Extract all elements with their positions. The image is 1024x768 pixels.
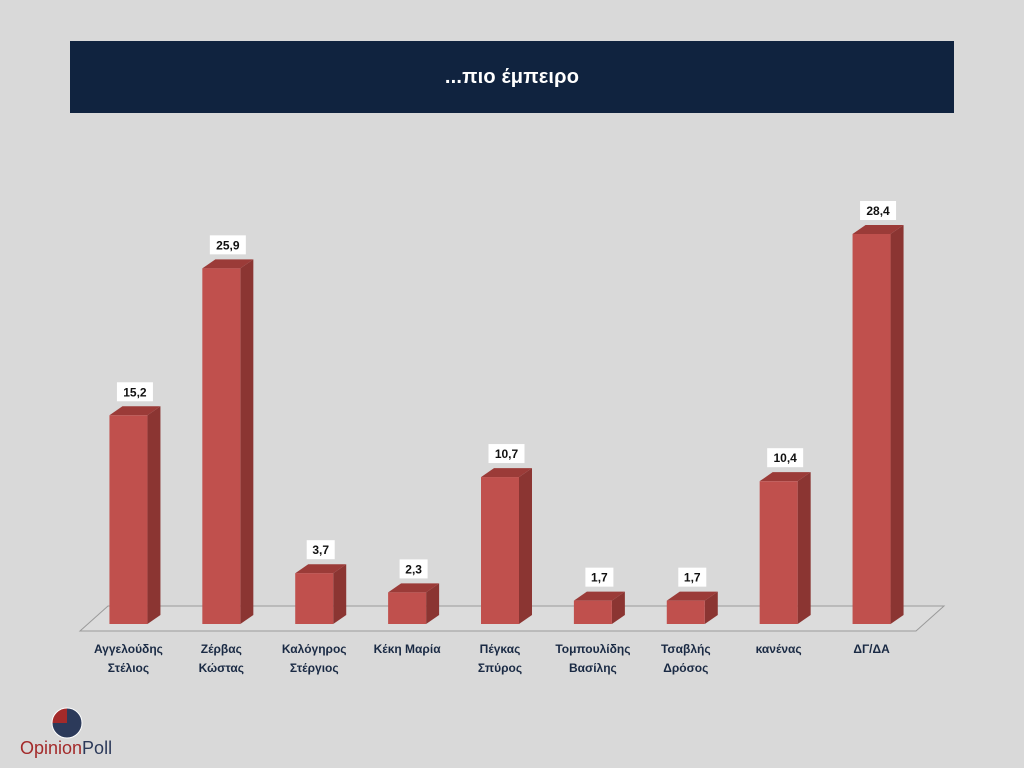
bar-top xyxy=(109,406,161,416)
bar-side xyxy=(333,564,347,624)
category-label: Τομπουλίδης Βασίλης xyxy=(555,642,630,675)
bar-top xyxy=(481,468,532,478)
bars xyxy=(109,225,904,624)
category-labels: Αγγελούδης Στέλιος Ζέρβας Κώστας Καλόγηρος Στ… xyxy=(94,642,890,675)
bar-side xyxy=(890,225,904,624)
bar-chart: 15,2 25,9 3,7 2,3 10,7 1,7 1,7 10,4 28,4 Αγγελού… xyxy=(78,201,946,675)
bar-front xyxy=(759,481,798,624)
bar-side xyxy=(611,591,625,624)
value-label-text: 15,2 xyxy=(123,385,147,399)
bar xyxy=(202,259,254,624)
bar-front xyxy=(573,600,612,624)
value-label-box xyxy=(209,235,246,255)
bar xyxy=(109,406,161,624)
value-label-box xyxy=(116,382,153,402)
value-label-box xyxy=(585,567,614,587)
value-label-text: 3,7 xyxy=(312,543,329,557)
category-label: Ζέρβας Κώστας xyxy=(199,642,244,675)
value-label: 1,7 xyxy=(585,567,614,587)
bar-top xyxy=(295,564,347,574)
bar-top xyxy=(852,225,904,234)
value-label-box xyxy=(488,444,525,464)
bar-side xyxy=(797,472,811,624)
category-label: Κέκη Μαρία xyxy=(374,642,442,656)
value-label-box xyxy=(399,559,428,579)
bar-side xyxy=(147,406,161,624)
opinionpoll-logo: OpinionPoll xyxy=(20,706,130,762)
bar-top xyxy=(759,472,811,482)
category-label: Καλόγηρος Στέργιος xyxy=(282,642,347,675)
logo-text: OpinionPoll xyxy=(20,738,112,759)
bar-front xyxy=(109,415,148,624)
value-labels: 15,2 25,9 3,7 2,3 10,7 1,7 1,7 10,4 28,4 xyxy=(116,201,897,587)
bar-side xyxy=(704,591,718,624)
bar xyxy=(759,472,811,624)
chart-title: ...πιο έμπειρο xyxy=(444,65,580,88)
value-label-box xyxy=(860,201,897,220)
logo-text-opinion: Opinion xyxy=(20,738,83,758)
logo-circle-icon xyxy=(51,707,83,739)
value-label-text: 1,7 xyxy=(684,571,701,585)
bar xyxy=(481,468,532,624)
bar-side xyxy=(519,468,532,624)
category-label: Αγγελούδης Στέλιος xyxy=(94,642,163,675)
value-label-text: 25,9 xyxy=(216,238,240,252)
title-banner: ...πιο έμπειρο xyxy=(70,41,954,113)
value-label: 28,4 xyxy=(860,201,897,220)
category-label: ΔΓ/ΔΑ xyxy=(853,642,890,656)
bar xyxy=(852,225,904,624)
value-label-text: 10,7 xyxy=(495,447,519,461)
value-label-text: 2,3 xyxy=(405,562,422,576)
bar-front xyxy=(388,592,427,624)
category-label: κανένας xyxy=(756,642,802,656)
bar-top xyxy=(388,583,440,593)
value-label-box xyxy=(678,567,707,587)
value-label-box xyxy=(767,448,804,468)
bar-front xyxy=(852,234,891,624)
category-label: Τσαβλής Δρόσος xyxy=(661,642,711,675)
bar xyxy=(295,564,347,624)
bar-front xyxy=(481,477,519,624)
value-label-text: 10,4 xyxy=(773,451,797,465)
bar-front xyxy=(295,573,334,624)
value-label: 2,3 xyxy=(399,559,428,579)
value-label-text: 1,7 xyxy=(591,571,608,585)
logo-text-poll: Poll xyxy=(82,738,113,758)
bar xyxy=(573,591,625,624)
value-label: 10,7 xyxy=(488,444,525,464)
category-label: Πέγκας Σπύρος xyxy=(478,642,522,675)
value-label: 1,7 xyxy=(678,567,707,587)
bar-side xyxy=(426,583,440,624)
value-label: 25,9 xyxy=(209,235,246,255)
value-label-text: 28,4 xyxy=(866,204,890,218)
value-label: 10,4 xyxy=(767,448,804,468)
bar xyxy=(388,583,440,624)
bar-top xyxy=(666,591,718,601)
bar-top xyxy=(202,259,254,269)
value-label-box xyxy=(306,540,335,560)
bar-top xyxy=(573,591,625,601)
value-label: 3,7 xyxy=(306,540,335,560)
bar-front xyxy=(666,600,705,624)
bar-side xyxy=(240,259,254,624)
bar-front xyxy=(202,268,241,624)
value-label: 15,2 xyxy=(116,382,153,402)
bar xyxy=(666,591,718,624)
